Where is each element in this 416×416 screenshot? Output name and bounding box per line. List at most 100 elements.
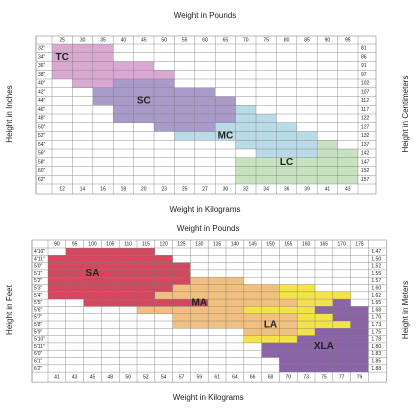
row-label: 157 [361,177,370,183]
row-label: 1.73 [371,322,381,328]
size-region [172,313,298,321]
row-label: 127 [361,124,370,130]
column-label: 57 [179,374,185,380]
column-label: 175 [355,241,364,247]
row-label: 5'9" [34,329,43,335]
row-label: 46" [38,107,46,113]
row-label: 1.50 [371,256,381,262]
row-label: 60" [38,168,46,174]
row-label: 5'2" [34,278,43,284]
column-label: 68 [268,374,274,380]
column-label: 75 [321,374,327,380]
column-label: 130 [195,241,204,247]
row-label: 54" [38,142,46,148]
row-label: 1.75 [371,329,381,335]
column-label: 54 [161,374,167,380]
region-label: SC [137,96,151,107]
region-label: MA [192,297,208,308]
row-label: 97 [361,72,367,78]
column-label: 80 [284,37,290,43]
axis-title: Height in Centimeters [401,76,410,153]
size-region [174,131,318,141]
row-label: 1.78 [371,337,381,343]
size-region [235,105,256,114]
row-label: 62" [38,177,46,183]
axis-title: Weight in Kilograms [173,393,244,402]
column-label: 30 [80,37,86,43]
size-region [65,248,155,256]
region-label: LA [264,319,277,330]
axis-title: Weight in Pounds [177,224,240,233]
size-region [332,299,351,307]
size-region [350,321,369,329]
row-label: 5'1" [34,271,43,277]
row-label: 132 [361,133,370,139]
size-region [315,328,369,336]
column-label: 115 [142,241,150,247]
column-label: 155 [284,241,293,247]
row-label: 5'5" [34,300,43,306]
row-label: 107 [361,89,370,95]
column-label: 70 [243,37,249,43]
column-label: 34 [263,186,269,192]
size-region [297,321,351,329]
column-label: 77 [339,374,345,380]
row-label: 1.47 [371,249,381,255]
column-label: 70 [286,374,292,380]
size-region [113,79,175,88]
column-label: 12 [59,186,65,192]
region-label: XLA [314,341,334,352]
row-label: 5'10" [34,337,45,343]
column-label: 61 [214,374,220,380]
row-label: 1.70 [371,315,381,321]
column-label: 73 [303,374,309,380]
size-region [243,328,298,336]
row-label: 137 [361,142,370,148]
row-label: 34" [38,54,46,60]
column-label: 160 [302,241,311,247]
row-label: 1.60 [371,285,381,291]
column-label: 55 [182,37,188,43]
axis-title: Weight in Pounds [174,11,237,20]
size-region [154,122,216,132]
region-label: TC [56,52,69,63]
size-region [317,140,338,149]
size-region [243,335,298,343]
axis-title: Weight in Kilograms [170,205,241,214]
row-label: 122 [361,116,370,122]
region-label: SA [86,268,100,279]
row-label: 32" [38,46,46,52]
size-region [279,357,369,365]
column-label: 85 [304,37,310,43]
column-label: 39 [304,186,310,192]
axis-title: Height in Feet [5,284,14,335]
size-region [52,61,154,71]
row-label: 5'4" [34,293,43,299]
column-label: 35 [100,37,106,43]
column-label: 14 [80,186,86,192]
column-label: 23 [161,186,167,192]
column-label: 110 [124,241,132,247]
row-label: 5'0" [34,264,43,270]
row-label: 44" [38,98,46,104]
column-label: 95 [345,37,351,43]
column-label: 145 [249,241,258,247]
row-label: 1.68 [371,307,381,313]
row-label: 1.62 [371,293,381,299]
row-label: 1.57 [371,278,381,284]
row-label: 102 [361,81,370,87]
column-label: 79 [357,374,363,380]
row-label: 1.88 [371,366,381,372]
column-label: 41 [325,186,331,192]
column-label: 16 [100,186,106,192]
size-region [48,291,209,300]
size-region [92,96,236,106]
size-region [208,299,298,307]
column-label: 120 [160,241,169,247]
row-label: 117 [361,107,369,113]
column-label: 90 [54,241,60,247]
row-label: 5'8" [34,322,43,328]
column-label: 45 [90,374,96,380]
size-region [297,328,315,336]
column-label: 95 [72,241,78,247]
